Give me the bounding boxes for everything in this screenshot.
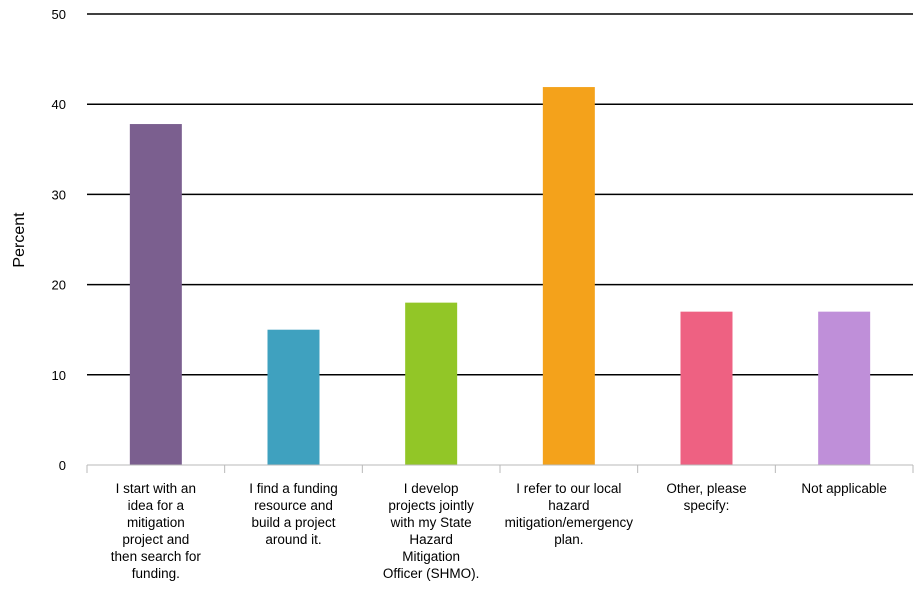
bar <box>405 303 457 465</box>
y-axis-title: Percent <box>11 212 28 268</box>
y-tick-label: 10 <box>52 368 66 383</box>
bar <box>818 312 870 465</box>
x-category-label: I develop projects jointly with my State… <box>366 480 496 582</box>
bars <box>130 87 870 465</box>
x-axis <box>87 465 913 473</box>
y-tick-label: 20 <box>52 278 66 293</box>
y-tick-label: 50 <box>52 7 66 22</box>
y-tick-label: 40 <box>52 97 66 112</box>
x-category-label: Not applicable <box>779 480 909 497</box>
x-category-label: Other, please specify: <box>642 480 772 514</box>
x-category-label: I refer to our local hazard mitigation/e… <box>504 480 634 548</box>
gridlines <box>87 14 913 375</box>
bar <box>543 87 595 465</box>
y-tick-label: 30 <box>52 187 66 202</box>
x-category-label: I find a funding resource and build a pr… <box>229 480 359 548</box>
y-tick-label: 0 <box>59 458 66 473</box>
x-category-label: I start with an idea for a mitigation pr… <box>91 480 221 582</box>
bar <box>268 330 320 465</box>
y-axis-ticks: 0 10 20 30 40 50 <box>52 7 66 473</box>
bar <box>130 124 182 465</box>
bar <box>681 312 733 465</box>
